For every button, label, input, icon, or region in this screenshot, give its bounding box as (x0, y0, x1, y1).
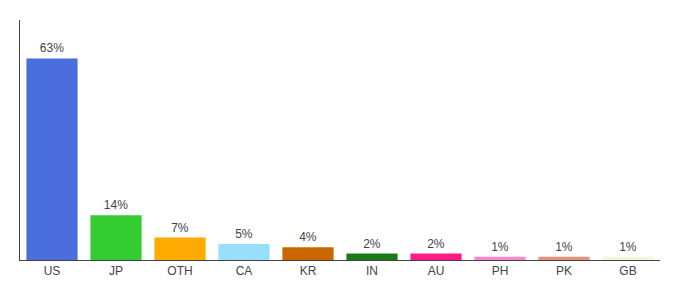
svg-text:OTH: OTH (167, 264, 192, 278)
svg-text:4%: 4% (299, 230, 317, 244)
svg-text:KR: KR (300, 264, 317, 278)
svg-text:1%: 1% (491, 240, 509, 254)
svg-text:JP: JP (109, 264, 123, 278)
svg-text:AU: AU (428, 264, 445, 278)
svg-text:2%: 2% (427, 237, 445, 251)
svg-text:PK: PK (556, 264, 572, 278)
svg-text:US: US (44, 264, 61, 278)
svg-text:1%: 1% (555, 240, 573, 254)
svg-text:CA: CA (236, 264, 253, 278)
svg-text:63%: 63% (40, 41, 64, 55)
svg-text:7%: 7% (171, 221, 189, 235)
svg-text:2%: 2% (363, 237, 381, 251)
svg-text:5%: 5% (235, 227, 253, 241)
svg-text:IN: IN (366, 264, 378, 278)
svg-text:PH: PH (492, 264, 509, 278)
svg-text:14%: 14% (104, 198, 128, 212)
svg-text:1%: 1% (619, 240, 637, 254)
svg-text:GB: GB (619, 264, 636, 278)
